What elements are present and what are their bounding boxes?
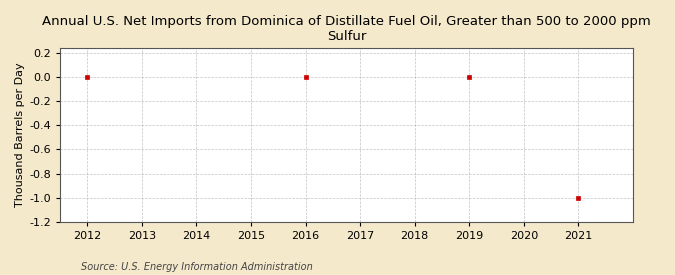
Text: Source: U.S. Energy Information Administration: Source: U.S. Energy Information Administ… (81, 262, 313, 272)
Y-axis label: Thousand Barrels per Day: Thousand Barrels per Day (15, 63, 25, 207)
Title: Annual U.S. Net Imports from Dominica of Distillate Fuel Oil, Greater than 500 t: Annual U.S. Net Imports from Dominica of… (42, 15, 651, 43)
